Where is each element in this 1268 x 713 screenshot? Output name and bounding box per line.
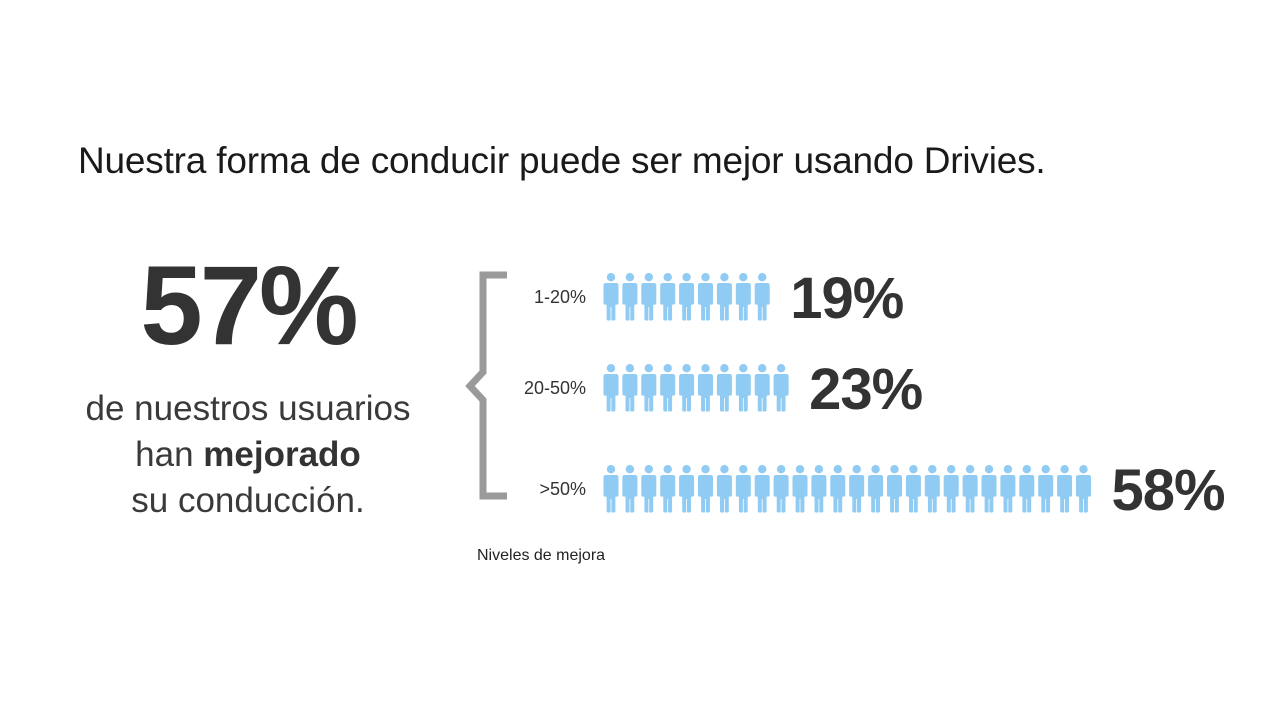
big-stat-value: 57% — [140, 243, 358, 368]
person-icon — [660, 273, 676, 321]
person-icon — [735, 273, 751, 321]
person-icon — [981, 465, 997, 513]
value-label: 58% — [1112, 458, 1226, 523]
person-icon — [905, 465, 921, 513]
person-icon — [849, 465, 865, 513]
description-line-2: han mejorado — [48, 432, 448, 478]
person-icon — [660, 465, 676, 513]
x-axis-label: Niveles de mejora — [477, 547, 606, 564]
chart-row: 20-50% 23% — [524, 357, 924, 422]
person-icon — [641, 364, 657, 412]
person-icon — [698, 465, 713, 513]
value-label: 23% — [809, 357, 923, 422]
chart-row: >50% 58% — [539, 458, 1226, 523]
person-icon-group — [603, 364, 789, 412]
person-icon — [698, 273, 713, 321]
chart-rows: 1-20% 19% 20-50% 23% >50% 58% — [524, 266, 1226, 523]
person-icon — [716, 273, 732, 321]
person-icon — [754, 465, 770, 513]
value-label: 19% — [790, 266, 904, 331]
person-icon — [641, 465, 657, 513]
person-icon — [1057, 465, 1073, 513]
person-icon — [811, 465, 827, 513]
person-icon — [868, 465, 884, 513]
description-line-1: de nuestros usuarios — [85, 389, 411, 428]
description-line-3: su conducción. — [131, 481, 365, 520]
headline: Nuestra forma de conducir puede ser mejo… — [78, 140, 1046, 181]
person-icon — [1038, 465, 1054, 513]
person-icon — [773, 364, 789, 412]
person-icon — [660, 364, 676, 412]
person-icon — [603, 364, 619, 412]
person-icon — [943, 465, 959, 513]
person-icon — [773, 465, 789, 513]
person-icon — [603, 465, 619, 513]
person-icon — [679, 273, 695, 321]
person-icon — [754, 273, 770, 321]
person-icon — [622, 364, 638, 412]
person-icon — [735, 364, 751, 412]
category-bracket — [465, 271, 507, 500]
category-label: 20-50% — [524, 378, 586, 398]
person-icon — [716, 364, 732, 412]
category-label: >50% — [539, 479, 586, 499]
bracket-shape — [465, 271, 507, 500]
person-icon — [887, 465, 902, 513]
person-icon — [603, 273, 619, 321]
person-icon — [1019, 465, 1035, 513]
person-icon — [924, 465, 940, 513]
person-icon-group — [603, 465, 1091, 513]
person-icon — [716, 465, 732, 513]
person-icon — [679, 465, 695, 513]
big-stat-description: de nuestros usuarios han mejorado su con… — [48, 386, 448, 524]
person-icon — [622, 465, 638, 513]
person-icon — [1000, 465, 1016, 513]
person-icon — [679, 364, 695, 412]
person-icon — [962, 465, 978, 513]
person-icon — [735, 465, 751, 513]
person-icon — [754, 364, 770, 412]
category-label: 1-20% — [534, 287, 586, 307]
person-icon — [622, 273, 638, 321]
description-bold-word: mejorado — [203, 435, 361, 474]
chart-row: 1-20% 19% — [534, 266, 905, 331]
person-icon — [1076, 465, 1091, 513]
person-icon — [830, 465, 846, 513]
person-icon-group — [603, 273, 770, 321]
description-line-2-prefix: han — [135, 435, 204, 474]
person-icon — [641, 273, 657, 321]
person-icon — [792, 465, 808, 513]
person-icon — [698, 364, 713, 412]
